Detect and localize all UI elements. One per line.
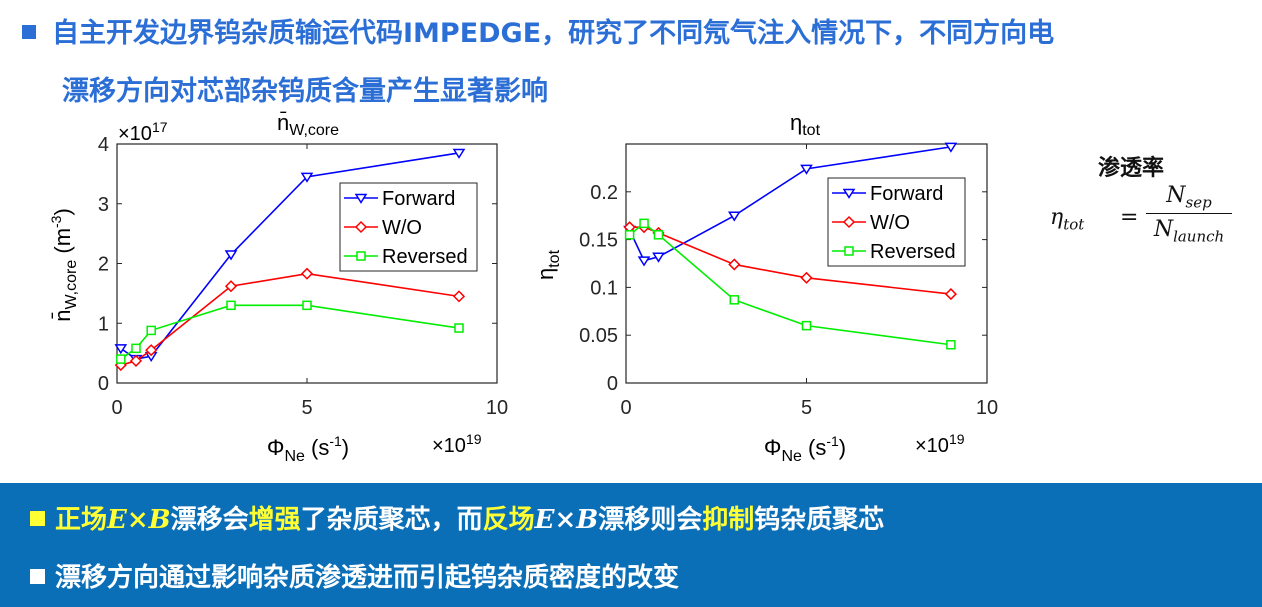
- chart1-y-tick-label: 4: [98, 134, 109, 156]
- chart1-series-reversed-line: [120, 304, 460, 360]
- chart2-legend-wo-label: W/O: [870, 212, 910, 234]
- heading-line-2: 漂移方向对芯部杂钨质含量产生显著影响: [62, 76, 548, 107]
- slide-heading: 自主开发边界钨杂质输运代码IMPEDGE，研究了不同氖气注入情况下，不同方向电 …: [22, 2, 1252, 124]
- chart1-legend: Forward W/O Reversed: [339, 182, 478, 272]
- chart1-series-reversed-point: [302, 300, 312, 311]
- chart1-x-label: ΦNe (s-1): [267, 433, 349, 465]
- formula-equals: =: [1120, 205, 1139, 230]
- chart2-series-reversed-point: [729, 295, 740, 305]
- chart1-legend-forward-marker: [354, 193, 368, 204]
- formula-fraction-bar: [1146, 213, 1232, 214]
- conclusion-row-1: 正场E×B漂移会增强了杂质聚芯，而反场E×B漂移则会抑制钨杂质聚芯: [30, 499, 884, 536]
- yellow-bullet-icon: [30, 511, 45, 526]
- chart2-legend-reversed-label: Reversed: [870, 241, 956, 263]
- chart1-y-multiplier: ×1017: [118, 119, 168, 145]
- chart1-y-tick-label: 2: [98, 254, 109, 276]
- chart1-series-reversed-point: [116, 354, 126, 364]
- formula-title: 渗透率: [1098, 156, 1165, 181]
- svg-text:ΦNe (s-1): ΦNe (s-1): [267, 433, 349, 465]
- chart2-y-tick-label: 0.1: [590, 277, 618, 299]
- chart2-y-label: ηtot: [533, 249, 563, 280]
- chart1-x-tick-label: 0: [111, 397, 122, 419]
- chart1-series-forward-point: [452, 148, 466, 159]
- chart1-series-wo-point: [129, 354, 143, 367]
- formula-denominator: Nlaunch: [1153, 217, 1225, 246]
- chart2-y-tick-label: 0.15: [579, 230, 618, 252]
- formula-lhs: ηtot: [1050, 205, 1085, 234]
- chart1-x-tick-label: 10: [486, 397, 508, 419]
- chart2-series-reversed-point: [653, 230, 664, 240]
- svg-text:×1019: ×1019: [432, 431, 482, 457]
- svg-text:×1019: ×1019: [915, 431, 965, 457]
- chart1-title: n̄W,core: [277, 110, 339, 139]
- chart2-x-tick-label: 10: [976, 397, 998, 419]
- chart1-series-reversed-point: [454, 323, 464, 333]
- conclusion-row-2: 漂移方向通过影响杂质渗透进而引起钨杂质密度的改变: [30, 557, 679, 594]
- chart1-legend-forward-label: Forward: [382, 188, 455, 210]
- chart1-series-reversed-point: [226, 300, 236, 311]
- chart1-y-label: n̄W,core (m-3): [48, 208, 80, 322]
- chart2-legend-forward-label: Forward: [870, 183, 943, 205]
- svg-text:n̄W,core: n̄W,core: [277, 110, 339, 139]
- chart2-legend-reversed-marker: [844, 246, 854, 256]
- chart1-series-forward-point: [114, 344, 128, 355]
- chart1-legend-wo-label: W/O: [382, 217, 422, 239]
- chart1-y-tick-label: 0: [98, 373, 109, 395]
- svg-text:ΦNe (s-1): ΦNe (s-1): [764, 433, 846, 465]
- chart1-legend-wo-marker: [354, 220, 368, 234]
- chart1-series-wo-point: [452, 290, 466, 303]
- svg-text:ηtot: ηtot: [533, 249, 563, 280]
- chart2-series-wo-point: [800, 271, 813, 284]
- chart2-series-forward-point: [727, 211, 741, 222]
- chart1-legend-reversed-marker: [356, 251, 366, 261]
- chart2-x-label: ΦNe (s-1): [764, 433, 846, 465]
- chart1-y-tick-label: 1: [98, 313, 109, 335]
- chart1-series-wo-line: [120, 272, 460, 366]
- chart1-x-multiplier: ×1019: [432, 431, 482, 457]
- chart2-x-multiplier: ×1019: [915, 431, 965, 457]
- chart2-series-forward-point: [637, 256, 651, 267]
- formula-fraction: Nsep Nlaunch: [1146, 183, 1232, 245]
- heading-bullet-icon: [22, 25, 36, 39]
- chart1-series-wo-point: [145, 344, 158, 357]
- charts-area: n̄W,core ×1017 ×1019 ΦNe (s-1) n̄W,core …: [48, 110, 998, 465]
- chart2-legend: Forward W/O Reversed: [827, 177, 966, 267]
- heading-line-1: 自主开发边界钨杂质输运代码IMPEDGE，研究了不同氖气注入情况下，不同方向电: [52, 18, 1055, 49]
- chart1-legend-reversed-label: Reversed: [382, 246, 468, 268]
- chart2-legend-wo-marker: [842, 215, 856, 229]
- chart2-series-forward-point: [652, 252, 665, 263]
- chart2-y-tick-label: 0.2: [590, 182, 618, 204]
- chart1-x-tick-label: 5: [301, 397, 312, 419]
- chart2-series-forward-line: [628, 146, 952, 262]
- chart1-series-reversed-point: [131, 343, 141, 354]
- chart1-y-tick-label: 3: [98, 194, 109, 216]
- chart2-legend-forward-marker: [842, 188, 856, 199]
- chart2-series-forward-point: [800, 164, 813, 175]
- svg-text:ηtot: ηtot: [790, 110, 821, 139]
- conclusion-banner: 正场E×B漂移会增强了杂质聚芯，而反场E×B漂移则会抑制钨杂质聚芯 漂移方向通过…: [0, 483, 1262, 607]
- chart2-y-tick-label: 0: [607, 373, 618, 395]
- chart2-title: ηtot: [790, 110, 821, 139]
- chart2-x-tick-label: 5: [801, 397, 812, 419]
- chart1-series-reversed-point: [146, 325, 156, 336]
- chart1-series-wo-point: [300, 267, 314, 280]
- chart1-plot: 0 5 10 0 1 2 3 4 Forward W/O Reversed: [98, 134, 508, 419]
- chart2-y-tick-label: 0.05: [579, 325, 618, 347]
- chart2-series-reversed-point: [639, 218, 649, 229]
- chart2-series-wo-point: [728, 258, 741, 271]
- chart2-series-forward-point: [944, 142, 958, 153]
- chart2-series-reversed-point: [946, 340, 956, 350]
- formula-numerator: Nsep: [1166, 183, 1212, 212]
- chart1-series-wo-point: [224, 280, 238, 293]
- chart1-series-forward-point: [224, 250, 238, 261]
- svg-text:×1017: ×1017: [118, 119, 168, 145]
- chart2-series-reversed-point: [624, 230, 635, 240]
- chart2-series-reversed-point: [801, 320, 812, 331]
- chart2-series-wo-point: [944, 288, 957, 301]
- chart2-x-tick-label: 0: [620, 397, 631, 419]
- svg-text:n̄W,core (m-3): n̄W,core (m-3): [48, 208, 80, 322]
- chart1-series-forward-point: [300, 172, 314, 183]
- chart2-plot: 0 5 10 0 0.05 0.1 0.15 0.2 Forward W/O Reversed: [579, 142, 998, 419]
- white-bullet-icon: [30, 569, 45, 584]
